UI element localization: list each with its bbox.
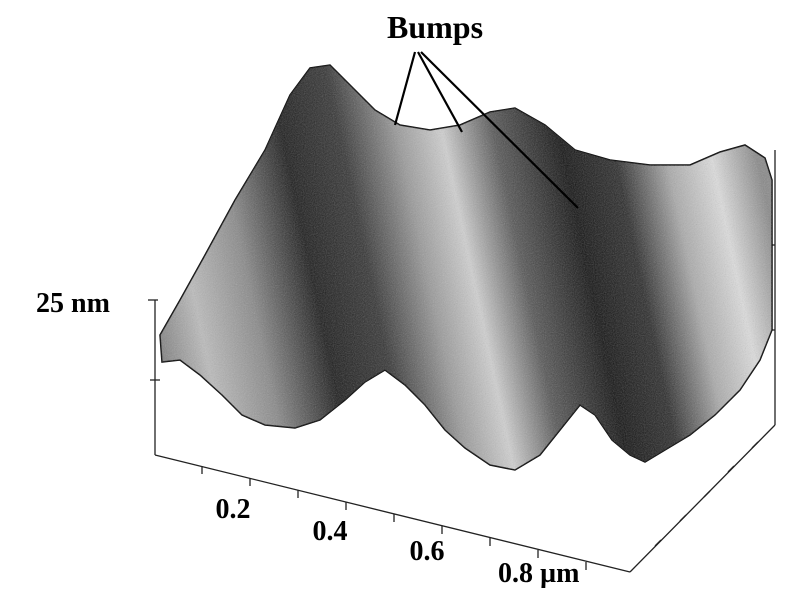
y-axis: [629, 424, 776, 573]
annotation: Bumps: [387, 9, 483, 45]
x-tick-label: 0.4: [313, 516, 348, 547]
bumps-pointers: [393, 51, 579, 209]
x-tick-label: 0.6: [410, 536, 445, 567]
x-tick-label: 0.8 µm: [498, 558, 579, 589]
x-tick-label: 0.2: [216, 494, 251, 525]
afm-surface: [159, 64, 773, 471]
x-ticks: [201, 466, 587, 570]
z-axis-label: 25 nm: [36, 288, 110, 319]
axes-frame: [148, 150, 776, 573]
x-axis: [154, 454, 631, 573]
